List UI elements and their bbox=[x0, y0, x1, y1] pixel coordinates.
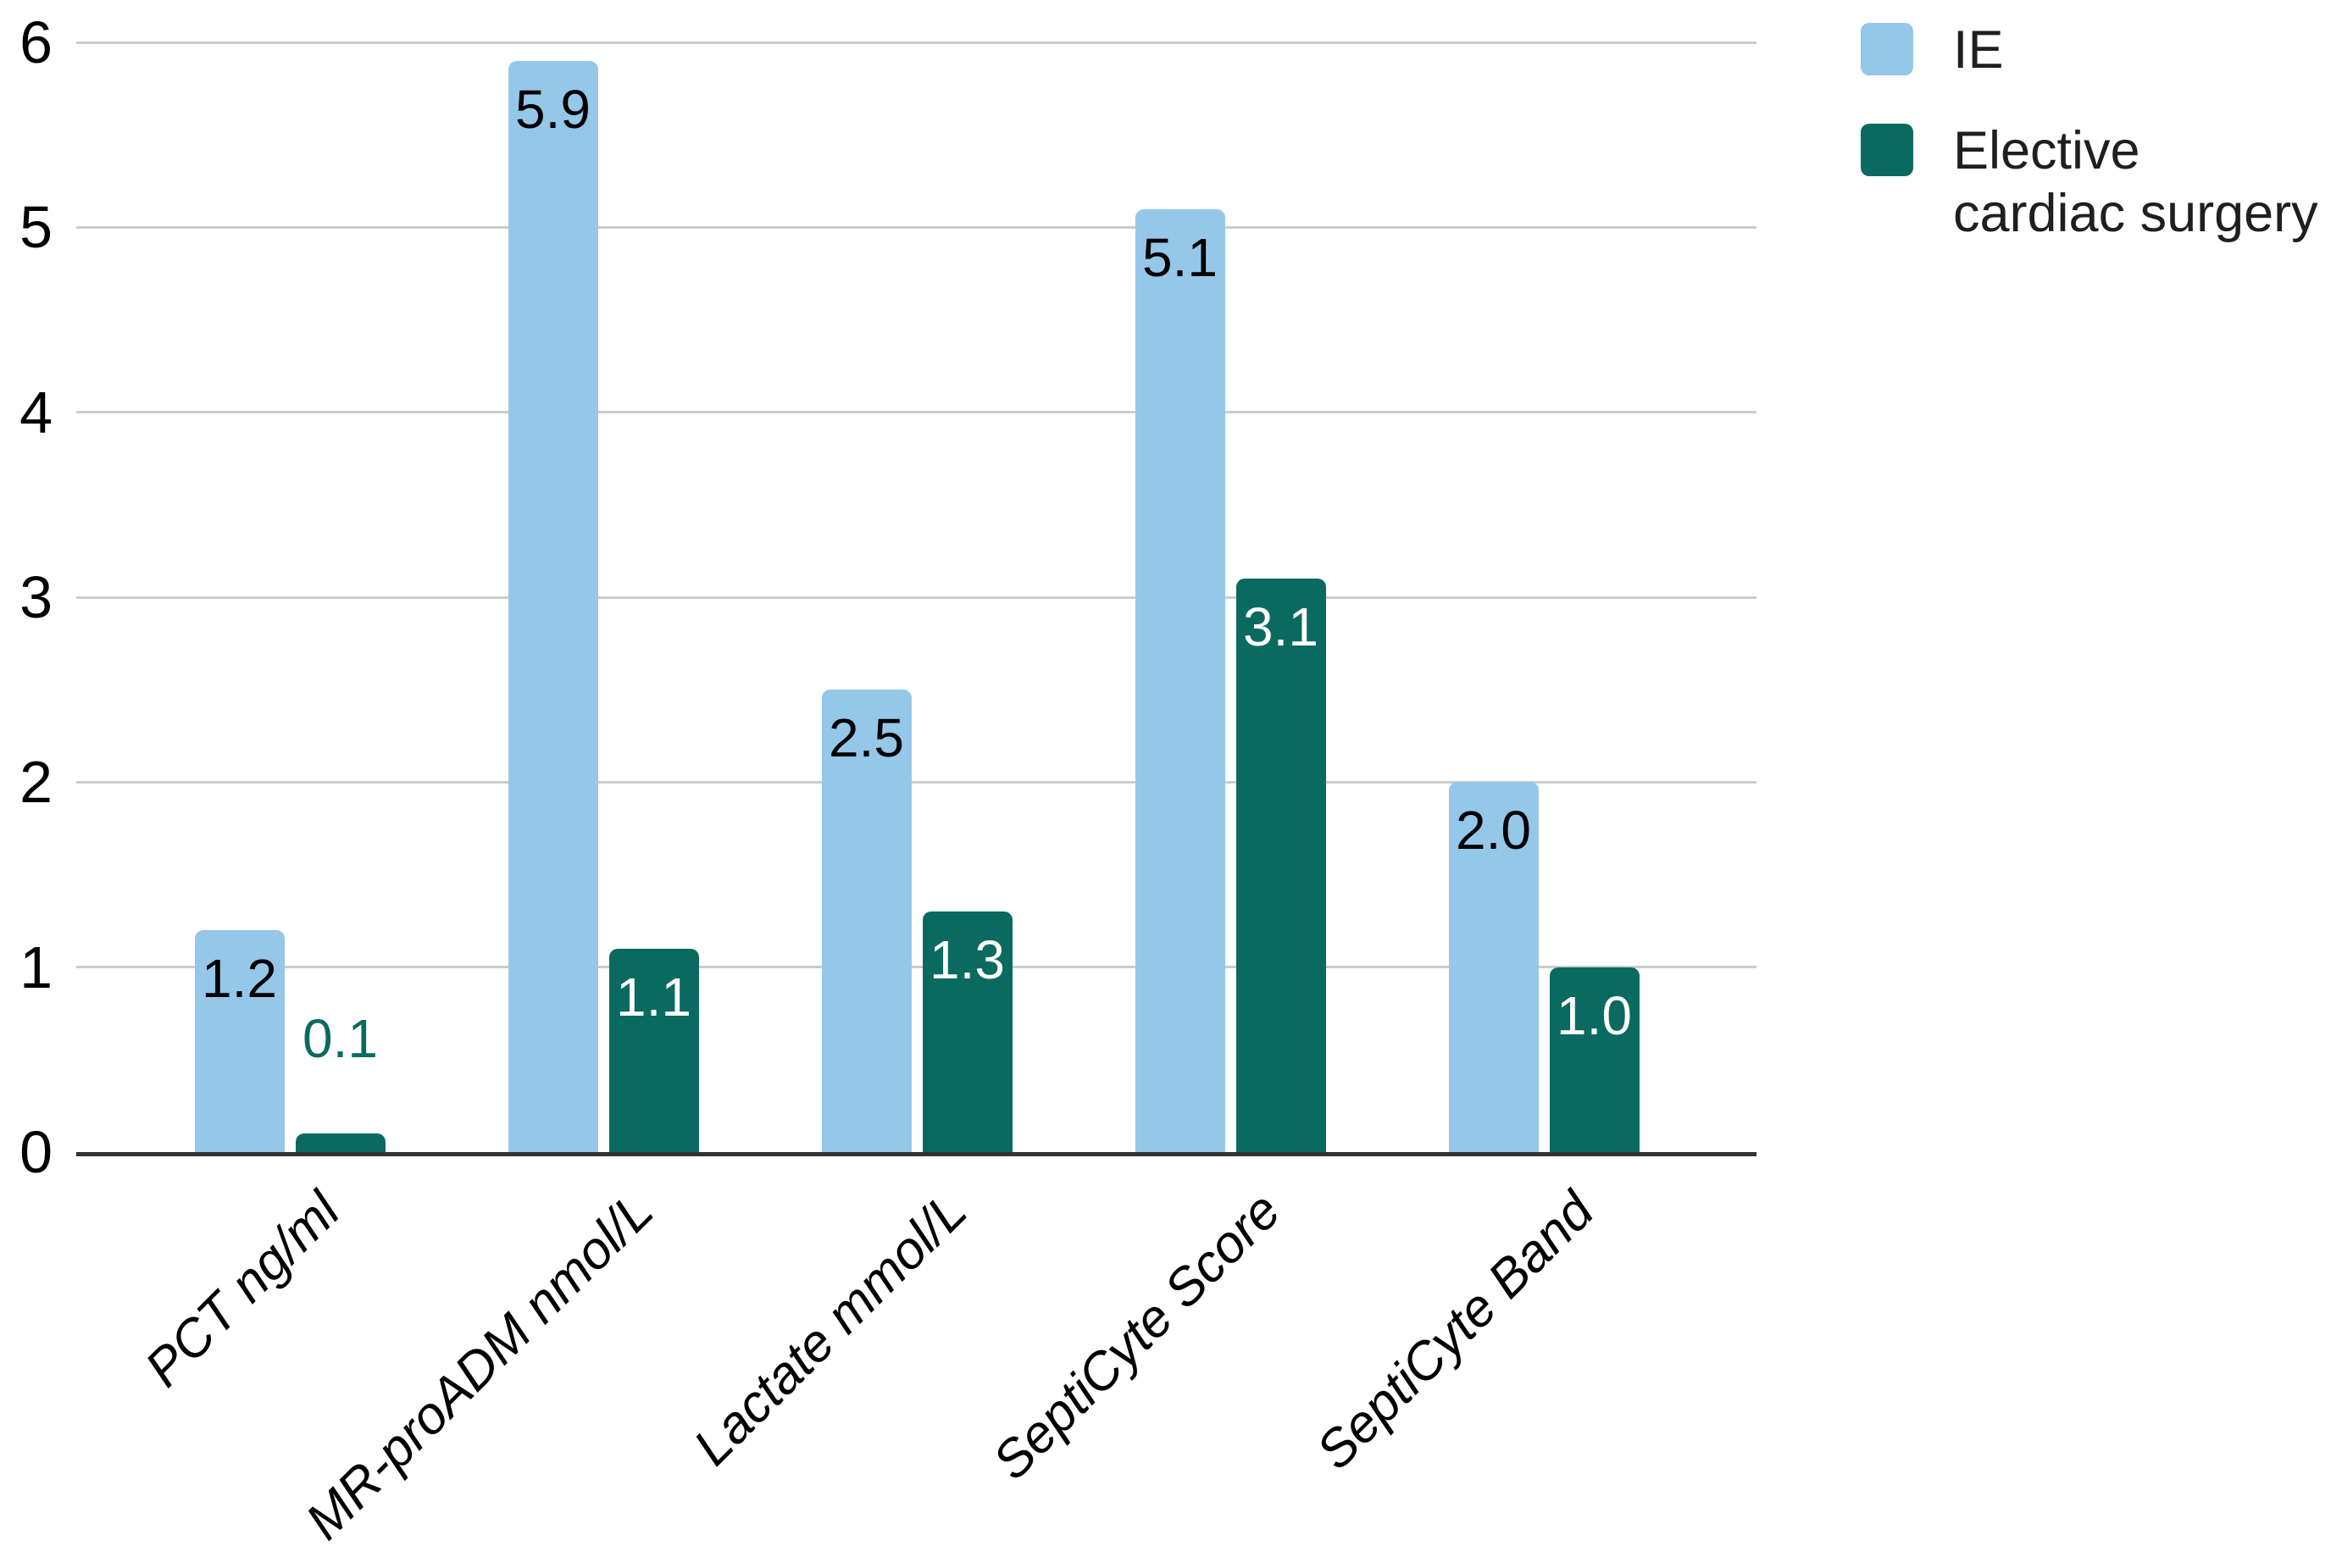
x-axis-label-5: SeptiCyte Band bbox=[1305, 1181, 1606, 1482]
bar-elective-2 bbox=[608, 948, 699, 1152]
y-tick-label-1: 1 bbox=[19, 934, 53, 1000]
y-tick-label-6: 6 bbox=[19, 9, 53, 76]
legend: IE Elective cardiac surgery bbox=[1861, 19, 2335, 245]
legend-swatch-elective-cardiac-surgery bbox=[1861, 124, 1913, 176]
x-axis-label-1: PCT ng/ml bbox=[134, 1181, 352, 1399]
bar-value-label: 1.0 bbox=[1557, 984, 1632, 1046]
gridline-y-4 bbox=[76, 411, 1756, 414]
x-axis-line bbox=[76, 1152, 1756, 1156]
bar-ie-5 bbox=[1448, 782, 1539, 1152]
legend-item-ie: IE bbox=[1861, 19, 2335, 81]
bar-ie-3 bbox=[821, 690, 912, 1152]
gridline-y-1 bbox=[76, 966, 1756, 969]
gridline-y-3 bbox=[76, 596, 1756, 599]
bar-elective-3 bbox=[922, 911, 1013, 1152]
bar-value-label: 3.1 bbox=[1243, 596, 1318, 658]
bar-elective-4 bbox=[1235, 579, 1326, 1152]
y-tick-label-5: 5 bbox=[19, 194, 53, 261]
y-tick-label-0: 0 bbox=[19, 1119, 53, 1185]
bar-value-label: 1.2 bbox=[202, 948, 277, 1009]
bar-value-label: 1.3 bbox=[930, 929, 1005, 991]
bar-value-label: 2.0 bbox=[1456, 800, 1531, 862]
legend-label-elective-cardiac-surgery: Elective cardiac surgery bbox=[1953, 121, 2318, 243]
bar-value-label: 2.5 bbox=[829, 707, 904, 769]
bar-value-label: 1.1 bbox=[616, 966, 691, 1028]
bar-value-label: 5.1 bbox=[1142, 226, 1218, 288]
legend-item-elective-cardiac-surgery: Elective cardiac surgery bbox=[1861, 119, 2335, 245]
gridline-y-6 bbox=[76, 41, 1756, 44]
legend-swatch-ie bbox=[1861, 23, 1913, 75]
legend-label-ie: IE bbox=[1953, 20, 2004, 80]
bar-value-label: 0.1 bbox=[302, 1008, 378, 1070]
gridline-y-2 bbox=[76, 780, 1756, 784]
bar-elective-1 bbox=[295, 1133, 386, 1152]
x-axis-label-3: Lactate mmol/L bbox=[682, 1181, 979, 1477]
gridline-y-5 bbox=[76, 225, 1756, 229]
bar-elective-5 bbox=[1549, 967, 1640, 1152]
bar-value-label: 5.9 bbox=[515, 78, 591, 140]
y-tick-label-4: 4 bbox=[19, 379, 53, 446]
y-tick-label-2: 2 bbox=[19, 749, 53, 816]
y-tick-label-3: 3 bbox=[19, 564, 53, 630]
x-axis-label-4: SeptiCyte Score bbox=[981, 1181, 1292, 1492]
bar-ie-2 bbox=[508, 60, 598, 1152]
bar-ie-4 bbox=[1135, 208, 1225, 1152]
bar-ie-1 bbox=[194, 930, 285, 1152]
x-axis-label-2: MR-proADM nmol/L bbox=[295, 1181, 665, 1551]
